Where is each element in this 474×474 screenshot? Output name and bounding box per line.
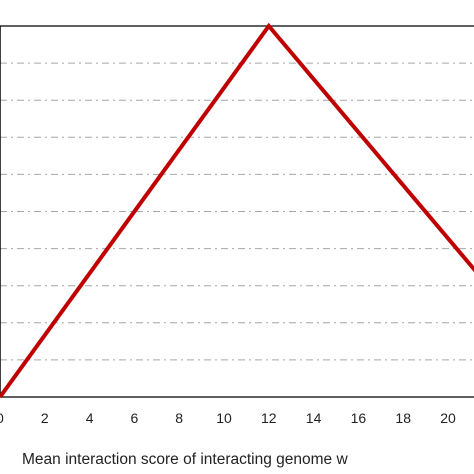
x-tick-label: 2 <box>41 410 49 426</box>
gridlines <box>0 62 474 361</box>
x-tick-label: 8 <box>175 410 183 426</box>
x-axis-title: Mean interaction score of interacting ge… <box>22 451 348 468</box>
x-tick-label: 0 <box>0 410 4 426</box>
x-tick-label: 10 <box>216 410 232 426</box>
x-tick-label: 16 <box>351 410 367 426</box>
series-line <box>0 22 474 399</box>
series-layer <box>0 22 474 399</box>
x-tick-labels: 0 2 4 6 8 10 12 14 16 18 20 <box>0 410 456 426</box>
x-tick-label: 20 <box>440 410 456 426</box>
x-tick-label: 6 <box>131 410 139 426</box>
x-tick-label: 12 <box>261 410 277 426</box>
x-tick-label: 4 <box>86 410 94 426</box>
axes <box>0 25 474 398</box>
x-tick-label: 18 <box>395 410 411 426</box>
x-tick-label: 14 <box>306 410 322 426</box>
